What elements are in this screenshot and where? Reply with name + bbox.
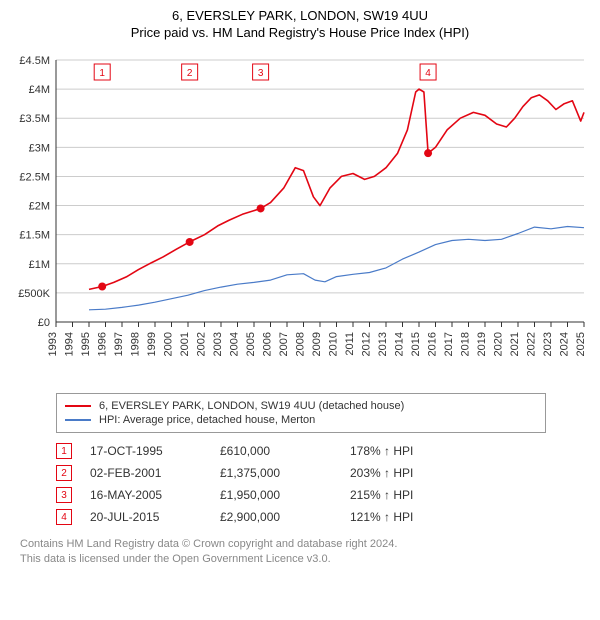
row-date: 20-JUL-2015 [90, 510, 220, 524]
svg-text:2013: 2013 [377, 332, 389, 356]
svg-text:2003: 2003 [212, 332, 224, 356]
svg-text:2015: 2015 [410, 332, 422, 356]
row-marker-box: 1 [56, 443, 72, 459]
svg-text:£4M: £4M [29, 84, 50, 96]
footer-attribution: Contains HM Land Registry data © Crown c… [20, 537, 590, 568]
svg-text:2012: 2012 [361, 332, 373, 356]
svg-text:2023: 2023 [542, 332, 554, 356]
row-pct: 178% ↑ HPI [350, 444, 470, 458]
svg-text:1998: 1998 [130, 332, 142, 356]
row-price: £1,375,000 [220, 466, 350, 480]
svg-text:2008: 2008 [295, 332, 307, 356]
row-marker-box: 3 [56, 487, 72, 503]
svg-text:2016: 2016 [427, 332, 439, 356]
svg-text:2004: 2004 [229, 332, 241, 356]
row-date: 16-MAY-2005 [90, 488, 220, 502]
svg-text:£500K: £500K [18, 288, 50, 300]
title-block: 6, EVERSLEY PARK, LONDON, SW19 4UU Price… [10, 8, 590, 40]
row-price: £2,900,000 [220, 510, 350, 524]
svg-text:1996: 1996 [97, 332, 109, 356]
svg-text:£0: £0 [38, 317, 50, 329]
chart-container: 6, EVERSLEY PARK, LONDON, SW19 4UU Price… [0, 0, 600, 576]
table-row: 2 02-FEB-2001£1,375,000203% ↑ HPI [56, 465, 546, 481]
svg-text:4: 4 [425, 68, 431, 79]
svg-text:£3M: £3M [29, 142, 50, 154]
legend-label: 6, EVERSLEY PARK, LONDON, SW19 4UU (deta… [99, 400, 404, 412]
footer-line: This data is licensed under the Open Gov… [20, 552, 590, 567]
svg-text:2017: 2017 [443, 332, 455, 356]
row-pct: 215% ↑ HPI [350, 488, 470, 502]
svg-text:2000: 2000 [163, 332, 175, 356]
svg-text:£3.5M: £3.5M [19, 113, 50, 125]
svg-text:2021: 2021 [509, 332, 521, 356]
legend-label: HPI: Average price, detached house, Mert… [99, 414, 315, 426]
svg-text:2006: 2006 [262, 332, 274, 356]
svg-text:£2.5M: £2.5M [19, 171, 50, 183]
svg-text:£2M: £2M [29, 201, 50, 213]
footer-line: Contains HM Land Registry data © Crown c… [20, 537, 590, 552]
legend: 6, EVERSLEY PARK, LONDON, SW19 4UU (deta… [56, 393, 546, 433]
svg-text:2018: 2018 [460, 332, 472, 356]
svg-text:1994: 1994 [64, 332, 76, 356]
svg-text:2011: 2011 [344, 332, 356, 356]
svg-text:1997: 1997 [113, 332, 125, 356]
chart-svg: £0 £500K £1M £1.5M £2M £2.5M £3M £3.5M £4M £4.5M 1… [10, 50, 590, 385]
svg-text:2014: 2014 [394, 332, 406, 356]
svg-text:3: 3 [258, 68, 264, 79]
svg-text:2025: 2025 [575, 332, 587, 356]
title-sub: Price paid vs. HM Land Registry's House … [10, 25, 590, 40]
row-pct: 121% ↑ HPI [350, 510, 470, 524]
svg-text:2: 2 [187, 68, 193, 79]
svg-text:2005: 2005 [245, 332, 257, 356]
table-row: 4 20-JUL-2015£2,900,000121% ↑ HPI [56, 509, 546, 525]
svg-text:£4.5M: £4.5M [19, 55, 50, 67]
row-marker-box: 2 [56, 465, 72, 481]
svg-text:£1M: £1M [29, 259, 50, 271]
legend-item: HPI: Average price, detached house, Mert… [65, 414, 537, 426]
title-main: 6, EVERSLEY PARK, LONDON, SW19 4UU [10, 8, 590, 23]
row-date: 17-OCT-1995 [90, 444, 220, 458]
svg-text:2019: 2019 [476, 332, 488, 356]
row-price: £1,950,000 [220, 488, 350, 502]
chart-area: £0 £500K £1M £1.5M £2M £2.5M £3M £3.5M £4M £4.5M 1… [10, 50, 590, 385]
svg-text:2022: 2022 [526, 332, 538, 356]
svg-text:1995: 1995 [80, 332, 92, 356]
svg-text:2007: 2007 [278, 332, 290, 356]
svg-text:1: 1 [99, 68, 105, 79]
svg-text:2020: 2020 [493, 332, 505, 356]
row-marker-box: 4 [56, 509, 72, 525]
row-pct: 203% ↑ HPI [350, 466, 470, 480]
table-row: 3 16-MAY-2005£1,950,000215% ↑ HPI [56, 487, 546, 503]
svg-text:2010: 2010 [328, 332, 340, 356]
row-date: 02-FEB-2001 [90, 466, 220, 480]
svg-text:2009: 2009 [311, 332, 323, 356]
transaction-table: 1 17-OCT-1995£610,000178% ↑ HPI 2 02-FEB-20… [56, 443, 546, 525]
table-row: 1 17-OCT-1995£610,000178% ↑ HPI [56, 443, 546, 459]
svg-text:2001: 2001 [179, 332, 191, 356]
legend-swatch-icon [65, 419, 91, 421]
svg-text:1993: 1993 [47, 332, 59, 356]
row-price: £610,000 [220, 444, 350, 458]
svg-text:£1.5M: £1.5M [19, 230, 50, 242]
svg-text:2024: 2024 [559, 332, 571, 356]
svg-text:2002: 2002 [196, 332, 208, 356]
svg-text:1999: 1999 [146, 332, 158, 356]
legend-item: 6, EVERSLEY PARK, LONDON, SW19 4UU (deta… [65, 400, 537, 412]
legend-swatch-icon [65, 405, 91, 407]
